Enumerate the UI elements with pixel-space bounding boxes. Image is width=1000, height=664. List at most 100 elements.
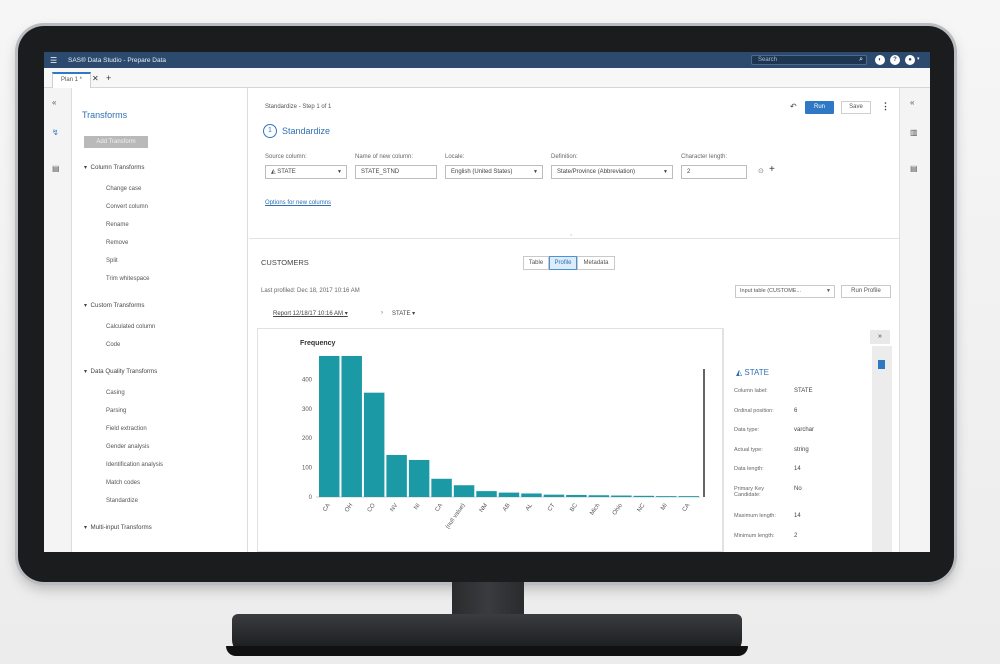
- transform-remove[interactable]: Remove: [106, 240, 129, 246]
- add-transform-button[interactable]: Add Transform: [84, 136, 148, 148]
- transform-code[interactable]: Code: [106, 342, 121, 348]
- transform-field-extraction[interactable]: Field extraction: [106, 426, 147, 432]
- tab-profile[interactable]: Profile: [549, 256, 577, 270]
- transform-trim-whitespace[interactable]: Trim whitespace: [106, 276, 150, 282]
- list-icon[interactable]: ▤: [910, 164, 918, 173]
- bar: [408, 459, 430, 497]
- group-multi-input-transforms[interactable]: ▾ Multi-input Transforms: [84, 524, 152, 531]
- run-profile-button[interactable]: Run Profile: [841, 285, 891, 298]
- group-column-transforms[interactable]: ▾ Column Transforms: [84, 164, 145, 171]
- add-tab-icon[interactable]: +: [106, 73, 112, 83]
- chevron-down-icon: ▼: [337, 169, 342, 175]
- user-avatar-icon[interactable]: ●: [905, 55, 915, 65]
- notifications-icon[interactable]: ◐: [875, 55, 885, 65]
- x-tick-label: AB: [502, 503, 512, 513]
- transform-convert-column[interactable]: Convert column: [106, 204, 149, 210]
- new-column-input[interactable]: STATE_STND: [355, 165, 437, 179]
- options-link[interactable]: Options for new columns: [265, 200, 332, 206]
- detail-value: STATE: [794, 388, 813, 394]
- detail-title: ◭ STATE: [736, 368, 769, 377]
- y-tick-label: 100: [302, 466, 313, 472]
- locale-label: Locale:: [445, 154, 465, 160]
- table-icon[interactable]: ▤: [52, 164, 60, 173]
- detail-scrollbar[interactable]: [872, 346, 892, 552]
- x-tick-label: CO: [367, 502, 377, 513]
- char-length-label: Character length:: [681, 154, 728, 160]
- bar: [656, 496, 677, 497]
- input-table-select[interactable]: Input table (CUSTOME... ▼: [735, 285, 835, 298]
- save-button[interactable]: Save: [841, 101, 871, 114]
- search-icon[interactable]: ⌕: [859, 56, 863, 63]
- detail-value: No: [794, 485, 802, 492]
- bar: [319, 355, 340, 497]
- x-tick-label: CA: [322, 503, 332, 513]
- main-content: Standardize - Step 1 of 1 ↶ Run Save ⋮ 1…: [249, 88, 899, 552]
- undo-icon[interactable]: ↶: [790, 102, 797, 111]
- x-tick-label: CT: [547, 502, 557, 512]
- transform-calculated-column[interactable]: Calculated column: [106, 324, 156, 330]
- transform-change-case[interactable]: Change case: [106, 186, 142, 192]
- detail-key: Maximum length:: [734, 513, 776, 519]
- column-type-icon: ◭: [736, 368, 743, 377]
- resize-handle-icon[interactable]: ⌃: [569, 234, 574, 240]
- source-column-select[interactable]: ◭ STATE ▼: [265, 165, 347, 179]
- transform-gender-analysis[interactable]: Gender analysis: [106, 444, 150, 450]
- transform-match-codes[interactable]: Match codes: [106, 480, 141, 486]
- document-icon[interactable]: [878, 360, 885, 369]
- tab-metadata[interactable]: Metadata: [577, 256, 615, 270]
- bar: [363, 392, 385, 497]
- user-menu-chevron-icon[interactable]: ▾: [917, 56, 920, 62]
- transforms-icon[interactable]: ↯: [52, 128, 59, 137]
- transform-parsing[interactable]: Parsing: [106, 408, 127, 414]
- menu-icon[interactable]: ☰: [50, 55, 58, 65]
- x-tick-label: NI: [413, 502, 422, 511]
- bar: [678, 496, 699, 497]
- collapse-detail-icon[interactable]: »: [870, 330, 890, 344]
- divider: [249, 238, 899, 239]
- x-tick-label: (null value): [445, 503, 467, 530]
- report-link[interactable]: Report 12/18/17 10:16 AM ▾: [273, 311, 348, 317]
- transform-standardize[interactable]: Standardize: [106, 498, 139, 504]
- collapse-right-icon[interactable]: «: [910, 98, 915, 107]
- transform-rename[interactable]: Rename: [106, 222, 129, 228]
- bar: [566, 494, 587, 497]
- tab-plan-1[interactable]: Plan 1 *: [52, 72, 92, 88]
- info-icon[interactable]: ⊙: [758, 168, 764, 175]
- transform-identification-analysis[interactable]: Identification analysis: [106, 462, 164, 468]
- char-length-input[interactable]: 2: [681, 165, 747, 179]
- detail-key: Ordinal position:: [734, 407, 774, 414]
- help-icon[interactable]: ?: [890, 55, 900, 65]
- definition-select[interactable]: State/Province (Abbreviation) ▼: [551, 165, 673, 179]
- x-tick-label: NC: [637, 502, 647, 513]
- group-data-quality-transforms[interactable]: ▾ Data Quality Transforms: [84, 368, 158, 375]
- close-tab-icon[interactable]: ✕: [92, 74, 99, 83]
- y-tick-label: 200: [302, 436, 313, 442]
- transform-casing[interactable]: Casing: [106, 390, 125, 396]
- chevron-down-icon: ▼: [663, 169, 668, 175]
- run-button[interactable]: Run: [805, 101, 834, 114]
- tab-label: Plan 1 *: [61, 77, 83, 83]
- x-tick-label: NM: [479, 503, 489, 514]
- add-column-icon[interactable]: +: [769, 164, 775, 175]
- search-input[interactable]: Search ⌕: [751, 55, 867, 65]
- grid-icon[interactable]: ▥: [910, 128, 918, 137]
- column-type-icon: ◭: [271, 169, 276, 175]
- tab-table[interactable]: Table: [523, 256, 549, 270]
- locale-select[interactable]: English (United States) ▼: [445, 165, 543, 179]
- chevron-down-icon: ▼: [533, 169, 538, 175]
- more-options-icon[interactable]: ⋮: [881, 101, 890, 111]
- detail-value: 14: [794, 513, 801, 519]
- definition-label: Definition:: [551, 154, 578, 160]
- detail-value: string: [794, 446, 809, 453]
- group-custom-transforms[interactable]: ▾ Custom Transforms: [84, 302, 145, 309]
- x-tick-label: MI: [660, 502, 669, 511]
- breadcrumb-state[interactable]: STATE ▾: [392, 311, 416, 317]
- detail-value: varchar: [794, 427, 815, 433]
- collapse-left-icon[interactable]: «: [52, 98, 57, 107]
- bar: [431, 478, 452, 497]
- detail-key: Minimum length:: [734, 532, 775, 539]
- detail-key: Actual type:: [734, 446, 763, 453]
- tab-bar: Plan 1 * ✕ +: [44, 68, 930, 88]
- transform-split[interactable]: Split: [106, 258, 118, 264]
